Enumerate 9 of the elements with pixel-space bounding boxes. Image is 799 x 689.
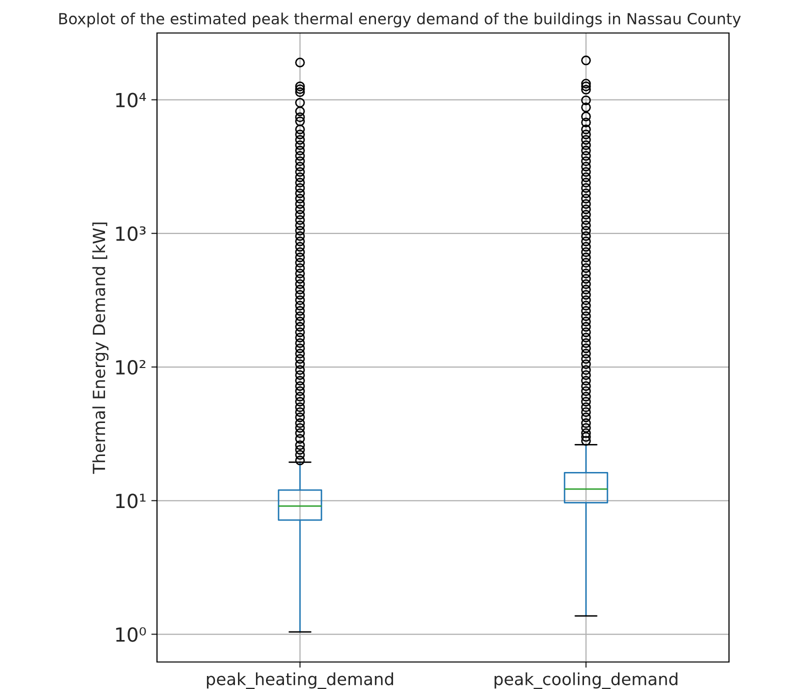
x-tick-label: peak_heating_demand <box>206 672 394 689</box>
y-tick-label: 10⁰ <box>116 627 146 642</box>
y-axis-title: Thermal Energy Demand [kW] <box>92 222 108 474</box>
chart-title: Boxplot of the estimated peak thermal energy demand of the buildings in Nassau County <box>59 12 741 28</box>
y-tick-label: 10¹ <box>116 494 146 508</box>
x-tick-label: peak_cooling_demand <box>494 672 678 689</box>
y-tick-label: 10² <box>116 360 146 375</box>
y-tick-label: 10⁴ <box>116 92 146 108</box>
y-tick-label: 10³ <box>116 226 146 242</box>
